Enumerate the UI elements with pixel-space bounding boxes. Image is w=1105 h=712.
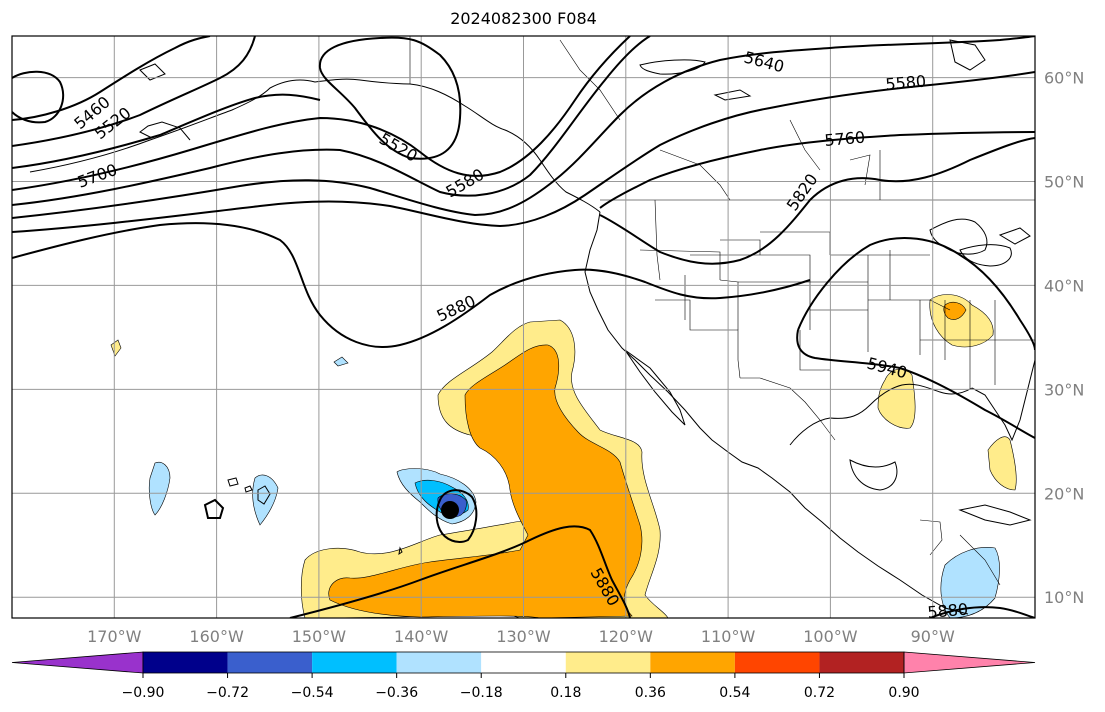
contour-label-5880-caribbean: 5880 (927, 600, 969, 622)
negative-anomaly-hawaii-east (252, 474, 279, 526)
contour-5880-caribbean (929, 606, 1035, 618)
positive-anomaly-southeast-us (929, 294, 994, 348)
lon-tick-label: 160°W (189, 627, 244, 646)
colorbar: −0.90 −0.72 −0.54 −0.36 −0.18 0.18 0.36 0.54 0.7… (11, 651, 1036, 701)
colorbar-extend-max (903, 651, 1036, 674)
contour-5700-mid (12, 71, 1035, 233)
contour-5820 (599, 137, 1035, 265)
lat-tick-label: 60°N (1044, 69, 1084, 88)
contour-5460-low (12, 70, 65, 124)
colorbar-bin (734, 652, 820, 673)
lon-tick-label: 100°W (803, 627, 858, 646)
colorbar-extend-min (11, 651, 144, 674)
contour-hurricane (435, 489, 478, 543)
latitude-labels: 10°N 20°N 30°N 40°N 50°N 60°N (1044, 69, 1084, 608)
height-contours (12, 36, 1035, 618)
contour-5580-west (12, 36, 256, 147)
colorbar-tick-label: −0.54 (291, 685, 334, 701)
contour-hawaii-small (203, 498, 225, 519)
anomaly-shading (110, 294, 1017, 618)
colorbar-bin (396, 652, 482, 673)
contour-5940-south (796, 329, 1035, 439)
contour-5700 (12, 36, 631, 191)
positive-anomaly-florida (987, 436, 1017, 491)
colorbar-tick-label: −0.72 (206, 685, 249, 701)
contour-label-5520-alaska: 5520 (376, 129, 421, 166)
negative-anomaly-small (333, 356, 349, 367)
colorbar-bin (312, 652, 397, 673)
colorbar-tick-label: 0.54 (719, 685, 750, 701)
positive-anomaly-central-pacific (110, 339, 122, 357)
longitude-labels: 170°W 160°W 150°W 140°W 130°W 120°W 110°W 100°W… (87, 627, 955, 646)
hurricane-center-marker (441, 501, 459, 519)
negative-anomaly-hawaii-west (148, 461, 171, 516)
contour-5640-mid (12, 36, 1035, 219)
lon-tick-label: 120°W (599, 627, 654, 646)
positive-anomaly-southeast-us-core (943, 301, 967, 320)
lat-tick-label: 40°N (1044, 276, 1084, 295)
map-title: 2024082300 F084 (450, 9, 597, 28)
colorbar-tick-label: 0.72 (804, 685, 835, 701)
contour-5880-south (289, 525, 631, 618)
contour-label-5880-main: 5880 (434, 291, 479, 325)
colorbar-outline (142, 651, 905, 674)
contour-label-5700-west: 5700 (75, 160, 120, 192)
contour-label-5760: 5760 (824, 128, 866, 150)
contour-5580-mid (12, 36, 651, 206)
colorbar-bin (819, 652, 904, 673)
colorbar-bin (143, 652, 228, 673)
contour-5640-west (12, 93, 321, 169)
lon-tick-label: 130°W (496, 627, 551, 646)
contour-5520-alaska (318, 36, 462, 160)
colorbar-tick-label: 0.18 (550, 685, 581, 701)
lon-tick-label: 140°W (394, 627, 449, 646)
lon-tick-label: 170°W (87, 627, 142, 646)
contour-5880-main (12, 222, 811, 348)
lat-tick-label: 50°N (1044, 173, 1084, 192)
contour-5760 (599, 131, 1035, 209)
colorbar-bin (650, 652, 735, 673)
colorbar-bin (227, 652, 313, 673)
lat-tick-label: 20°N (1044, 484, 1084, 503)
positive-anomaly-core (328, 344, 643, 618)
colorbar-bin (565, 652, 651, 673)
graticule (12, 36, 1035, 618)
contour-label-5580-east: 5580 (885, 72, 927, 94)
colorbar-bin (481, 652, 566, 673)
colorbar-tick-label: 0.36 (635, 685, 666, 701)
colorbar-tick-label: −0.90 (122, 685, 165, 701)
contour-label-5820: 5820 (783, 170, 822, 214)
colorbar-tick-label: 0.90 (888, 685, 919, 701)
lon-tick-label: 90°W (911, 627, 955, 646)
lon-tick-label: 150°W (292, 627, 347, 646)
map-frame (11, 35, 1036, 619)
colorbar-tick-label: −0.18 (460, 685, 503, 701)
lat-tick-label: 10°N (1044, 588, 1084, 607)
contour-5520-west (12, 36, 211, 121)
lat-tick-label: 30°N (1044, 380, 1084, 399)
contour-5940-anticyclone (797, 237, 1035, 351)
lon-tick-label: 110°W (701, 627, 756, 646)
negative-anomaly-central-america (940, 547, 1000, 618)
coastlines (29, 39, 1035, 615)
colorbar-tick-label: −0.36 (375, 685, 418, 701)
